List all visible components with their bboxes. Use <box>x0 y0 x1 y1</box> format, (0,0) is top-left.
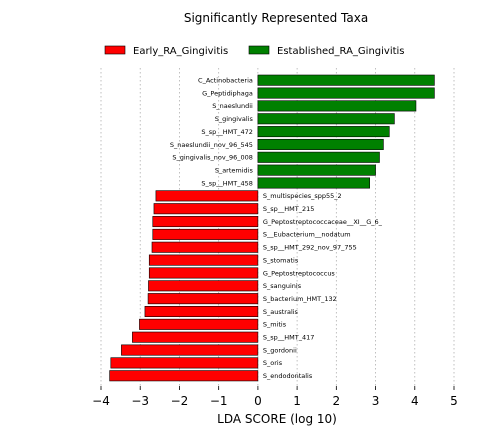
bar <box>139 318 259 330</box>
x-axis-label: LDA SCORE (log 10) <box>217 412 337 426</box>
bar-label: S_endodontalis <box>263 372 313 380</box>
bar-label: S_artemidis <box>215 166 254 174</box>
bar <box>257 138 384 150</box>
x-tick-label: −3 <box>131 394 149 408</box>
legend-label-established: Established_RA_Gingivitis <box>277 46 405 57</box>
x-tick-label: 5 <box>450 394 458 408</box>
bar <box>257 164 376 176</box>
bar-label: S_mitis <box>263 321 287 329</box>
bar-label: S_naeslundii <box>212 102 253 110</box>
x-axis: −4 −3 −2 −1 0 1 2 3 4 5 <box>92 386 458 408</box>
bar-label: S_gordonii <box>263 346 297 354</box>
bar-label: S_naeslundii_nov_96_545 <box>170 141 253 149</box>
legend: Early_RA_Gingivitis Established_RA_Gingi… <box>104 45 405 57</box>
bar-labels: C_Actinobacteria G_Peptidiphaga S_naeslund… <box>170 77 383 381</box>
bar <box>257 113 395 125</box>
bar-label: S_multispecies_spp55_2 <box>263 192 342 200</box>
bar-label: G_Peptostreptococcaceae__XI__G_6_ <box>263 218 383 226</box>
legend-swatch-established <box>248 45 270 55</box>
bars <box>109 74 435 382</box>
bar <box>257 100 417 112</box>
bar-label: S_bacterium_HMT_132 <box>263 295 337 303</box>
bar <box>132 331 259 343</box>
bar <box>144 305 259 317</box>
x-tick-label: 4 <box>411 394 419 408</box>
bar-label: S_sp__HMT_458 <box>201 179 253 187</box>
bar <box>151 241 259 253</box>
bar <box>147 293 259 305</box>
bar-label: S_stomatis <box>263 256 299 264</box>
bar <box>152 216 259 228</box>
bar <box>148 254 259 266</box>
bar <box>148 280 259 292</box>
bar <box>121 344 259 356</box>
bar-label: S_sp__HMT_417 <box>263 334 315 342</box>
bar <box>257 151 380 163</box>
legend-swatch-early <box>104 45 126 55</box>
bar-label: S_gingivalis_nov_96_008 <box>172 154 253 162</box>
bar-label: S_sp__HMT_292_nov_97_755 <box>263 244 357 252</box>
x-tick-label: −1 <box>210 394 228 408</box>
bar <box>109 370 259 382</box>
x-tick-label: −2 <box>171 394 189 408</box>
bar <box>152 228 259 240</box>
bar <box>148 267 259 279</box>
bar-label: S_sanguinis <box>263 282 302 290</box>
chart-title: Significantly Represented Taxa <box>184 11 368 25</box>
bar-label: G_Peptidiphaga <box>202 89 253 97</box>
bar-label: S_oris <box>263 359 283 367</box>
bar <box>110 357 259 369</box>
bar <box>153 203 259 215</box>
bar <box>257 126 390 138</box>
bar-label: S_gingivalis <box>215 115 254 123</box>
legend-label-early: Early_RA_Gingivitis <box>133 46 228 57</box>
bar <box>155 190 259 202</box>
bar <box>257 177 370 189</box>
bar-label: C_Actinobacteria <box>198 77 253 85</box>
bar-label: S_australis <box>263 308 299 316</box>
bar-label: G_Peptostreptococcus <box>263 269 336 277</box>
x-tick-label: 3 <box>372 394 380 408</box>
bar <box>257 74 435 86</box>
x-tick-label: 2 <box>333 394 341 408</box>
bar-label: S_sp__HMT_215 <box>263 205 315 213</box>
x-tick-label: −4 <box>92 394 110 408</box>
bar-label: S__Eubacterium__nodatum <box>263 231 351 239</box>
bar-label: S_sp__HMT_472 <box>201 128 253 136</box>
x-tick-label: 1 <box>293 394 301 408</box>
x-tick-label: 0 <box>254 394 262 408</box>
bar <box>257 87 435 99</box>
